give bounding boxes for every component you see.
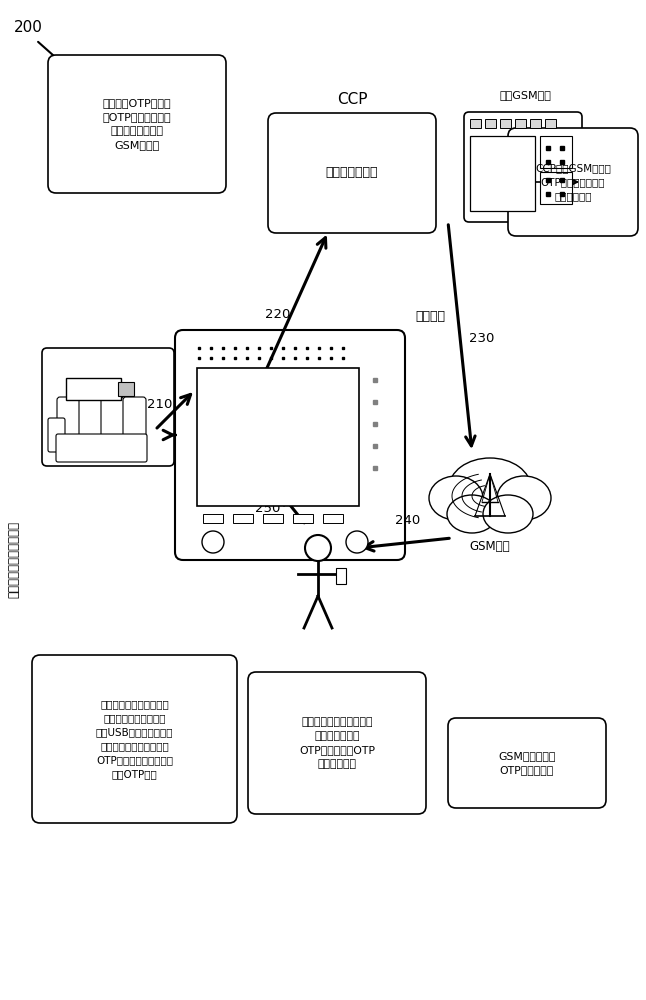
Bar [540, 136, 572, 168]
Text: GSM服务: GSM服务 [470, 540, 510, 553]
FancyBboxPatch shape [57, 397, 80, 451]
Bar [470, 136, 535, 211]
Circle shape [202, 531, 224, 553]
Text: 220: 220 [266, 308, 291, 320]
Text: GSM服务网络将
OTP递送到用户: GSM服务网络将 OTP递送到用户 [498, 751, 556, 775]
Bar [263, 514, 283, 523]
FancyBboxPatch shape [175, 330, 405, 560]
Bar [515, 119, 526, 128]
Text: 具有移动装置的技术人员: 具有移动装置的技术人员 [8, 522, 21, 598]
Bar [233, 514, 253, 523]
Text: 技术人员从移动装置得到
他的移动装置的
OTP，他使用该OTP
以登录到面板: 技术人员从移动装置得到 他的移动装置的 OTP，他使用该OTP 以登录到面板 [299, 717, 375, 769]
FancyBboxPatch shape [448, 718, 606, 808]
Bar [545, 119, 556, 128]
FancyBboxPatch shape [101, 397, 124, 451]
FancyBboxPatch shape [48, 418, 65, 452]
FancyBboxPatch shape [79, 397, 102, 451]
Text: CCP: CCP [337, 93, 367, 107]
Circle shape [305, 535, 331, 561]
Bar [530, 119, 541, 128]
Text: 火灾面板: 火灾面板 [415, 310, 445, 322]
Text: 内置GSM模块: 内置GSM模块 [499, 90, 551, 100]
Bar [485, 119, 496, 128]
Ellipse shape [483, 495, 533, 533]
Bar [66, 378, 121, 400]
Bar [500, 119, 511, 128]
Bar [336, 568, 346, 584]
Bar [323, 514, 343, 523]
Bar [118, 382, 134, 396]
Ellipse shape [429, 476, 483, 520]
FancyBboxPatch shape [48, 55, 226, 193]
FancyBboxPatch shape [248, 672, 426, 814]
Bar [293, 514, 313, 523]
Text: 240: 240 [395, 514, 421, 526]
Text: CCP使用GSM模块将
OTP发送到所配置的
移动装置号码: CCP使用GSM模块将 OTP发送到所配置的 移动装置号码 [535, 163, 611, 201]
Ellipse shape [497, 476, 551, 520]
FancyBboxPatch shape [464, 112, 582, 222]
Bar [470, 119, 481, 128]
Bar [203, 514, 223, 523]
Text: 200: 200 [14, 20, 43, 35]
Ellipse shape [447, 495, 497, 533]
Ellipse shape [449, 458, 531, 518]
Text: 230: 230 [469, 332, 495, 344]
FancyBboxPatch shape [42, 348, 174, 466]
Bar [60, 436, 145, 458]
FancyBboxPatch shape [32, 655, 237, 823]
FancyBboxPatch shape [508, 128, 638, 236]
Text: 面板生成OTP，将会
将OTP和所配置的移
动装置号码发送到
GSM通信卡: 面板生成OTP，将会 将OTP和所配置的移 动装置号码发送到 GSM通信卡 [103, 98, 171, 150]
FancyBboxPatch shape [123, 397, 146, 451]
Circle shape [346, 531, 368, 553]
Text: 250: 250 [255, 502, 281, 514]
FancyBboxPatch shape [56, 434, 147, 462]
Bar [540, 172, 572, 204]
Text: 技术人员来到现场以用于
现场编程或固件升级。
他将USB驱动器插入到面
板。用户界面显示出生成
OTP选项，并且用户选择
生成OTP选项: 技术人员来到现场以用于 现场编程或固件升级。 他将USB驱动器插入到面 板。用户… [96, 699, 173, 779]
Text: 公共通信器模块: 公共通信器模块 [326, 166, 379, 180]
Bar [197, 368, 359, 506]
Text: 210: 210 [147, 398, 172, 412]
FancyBboxPatch shape [268, 113, 436, 233]
